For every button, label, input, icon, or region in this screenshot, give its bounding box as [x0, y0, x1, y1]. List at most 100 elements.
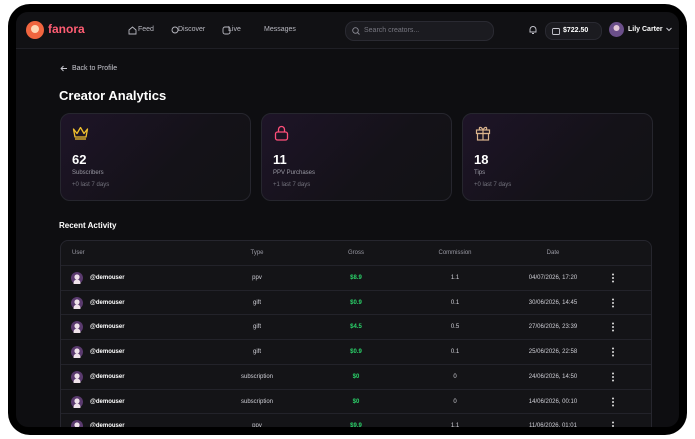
row-user: @demouser: [90, 324, 125, 331]
row-gross: $4.5: [350, 324, 362, 331]
row-date: 14/06/2026, 00:10: [528, 398, 578, 405]
row-type: gift: [252, 299, 261, 306]
row-user: @demouser: [90, 423, 125, 427]
stat-delta: +0 last 7 days: [474, 182, 512, 188]
row-date: 27/06/2026, 23:39: [528, 324, 578, 331]
row-commission: 1.1: [450, 275, 460, 281]
stat-card: 62 Subscribers +0 last 7 days: [60, 113, 251, 201]
row-menu[interactable]: [611, 397, 615, 407]
row-type: gift: [252, 324, 261, 331]
navbar: fanora Feed Discover Live Messages Searc…: [16, 12, 679, 49]
lock-icon: [274, 125, 289, 141]
stat-delta: +1 last 7 days: [273, 182, 311, 188]
search-placeholder: Search creators...: [364, 27, 420, 34]
row-type: ppv: [252, 423, 262, 427]
row-avatar: [71, 296, 83, 309]
row-type: subscription: [240, 373, 273, 380]
row-avatar: [71, 370, 83, 383]
column-header: Gross: [347, 250, 364, 256]
row-menu[interactable]: [611, 298, 615, 308]
row-type: subscription: [240, 398, 273, 405]
row-date: 30/06/2026, 14:45: [528, 299, 578, 306]
device-frame: fanora Feed Discover Live Messages Searc…: [8, 4, 687, 435]
stat-card: 11 PPV Purchases +1 last 7 days: [261, 113, 452, 201]
back-arrow: [60, 65, 67, 72]
table-row: @demouser subscription $0 0 14/06/2026, 00:1…: [61, 388, 651, 415]
row-gross: $9.9: [350, 423, 362, 427]
row-commission: 0: [453, 373, 457, 380]
balance: $722.50: [563, 27, 589, 34]
row-gross: $8.9: [350, 275, 362, 281]
logo-icon: [26, 21, 44, 39]
chevron: [666, 27, 672, 32]
search-icon: [352, 27, 360, 35]
table-row: @demouser gift $0.9 0.1 30/06/2026, 14:45: [61, 289, 651, 316]
page-title: Creator Analytics: [59, 88, 167, 103]
row-user: @demouser: [90, 275, 125, 281]
row-gross: $0: [352, 398, 360, 405]
stat-value: 11: [273, 152, 287, 167]
balance-pill[interactable]: $722.50: [545, 22, 602, 40]
row-user: @demouser: [90, 349, 125, 356]
column-header: Date: [546, 250, 560, 256]
row-commission: 0.1: [450, 349, 460, 356]
row-menu[interactable]: [611, 421, 615, 427]
row-gross: $0.9: [350, 299, 362, 306]
nav-link[interactable]: Feed: [138, 26, 154, 33]
row-menu[interactable]: [611, 372, 615, 382]
row-avatar: [71, 420, 83, 427]
stat-label: Tips: [474, 170, 486, 176]
row-gross: $0: [352, 373, 360, 380]
stat-card: 18 Tips +0 last 7 days: [462, 113, 653, 201]
user-name[interactable]: Lily Carter: [628, 26, 663, 33]
table-row: @demouser subscription $0 0 24/06/2026, 14:5…: [61, 363, 651, 390]
nav-link[interactable]: Discover: [178, 26, 206, 33]
row-avatar: [71, 272, 83, 284]
table-row: @demouser ppv $9.9 1.1 11/06/2026, 01:01: [61, 413, 651, 427]
section-title: Recent Activity: [59, 221, 117, 230]
nav-icons: [128, 26, 231, 35]
row-date: 24/06/2026, 14:50: [528, 373, 578, 380]
wallet-icon: [552, 28, 560, 35]
table-row: @demouser gift $0.9 0.1 25/06/2026, 22:58: [61, 339, 651, 365]
row-date: 04/07/2026, 17:20: [528, 275, 578, 281]
row-user: @demouser: [90, 398, 125, 405]
row-avatar: [71, 395, 83, 408]
row-menu[interactable]: [611, 273, 615, 283]
row-type: gift: [252, 349, 261, 356]
row-commission: 0.5: [450, 324, 460, 331]
row-commission: 0: [453, 398, 457, 405]
app: fanora Feed Discover Live Messages Searc…: [16, 12, 679, 427]
user-avatar[interactable]: [609, 22, 624, 37]
crown-icon: [72, 126, 89, 140]
row-date: 11/06/2026, 01:01: [529, 423, 577, 427]
gift-icon: [475, 126, 491, 141]
spacer: [264, 26, 265, 27]
stat-value: 62: [72, 152, 87, 167]
column-header: User: [72, 250, 85, 256]
bell-icon[interactable]: [528, 25, 538, 35]
row-user: @demouser: [90, 299, 125, 306]
nav-link[interactable]: Live: [228, 26, 241, 33]
column-header: Commission: [438, 250, 472, 256]
stat-label: Subscribers: [72, 170, 104, 176]
row-user: @demouser: [90, 373, 125, 380]
row-gross: $0.9: [350, 349, 362, 356]
activity-table: User Type Gross Commission Date @demouser ppv $…: [60, 240, 652, 427]
row-avatar: [71, 346, 83, 359]
stat-delta: +0 last 7 days: [72, 182, 110, 188]
logo[interactable]: fanora: [48, 22, 85, 36]
search-box[interactable]: Search creators...: [345, 21, 494, 41]
row-menu[interactable]: [611, 347, 615, 357]
row-commission: 1.1: [450, 423, 460, 427]
column-header: Type: [250, 250, 264, 256]
stat-value: 18: [474, 152, 489, 167]
table-row: @demouser ppv $8.9 1.1 04/07/2026, 17:20: [61, 265, 651, 291]
row-commission: 0.1: [450, 299, 460, 306]
back-link[interactable]: Back to Profile: [72, 65, 118, 72]
table-row: @demouser gift $4.5 0.5 27/06/2026, 23:39: [61, 314, 651, 340]
row-menu[interactable]: [611, 322, 615, 332]
nav-link[interactable]: Messages: [264, 26, 296, 33]
stat-label: PPV Purchases: [273, 170, 316, 176]
